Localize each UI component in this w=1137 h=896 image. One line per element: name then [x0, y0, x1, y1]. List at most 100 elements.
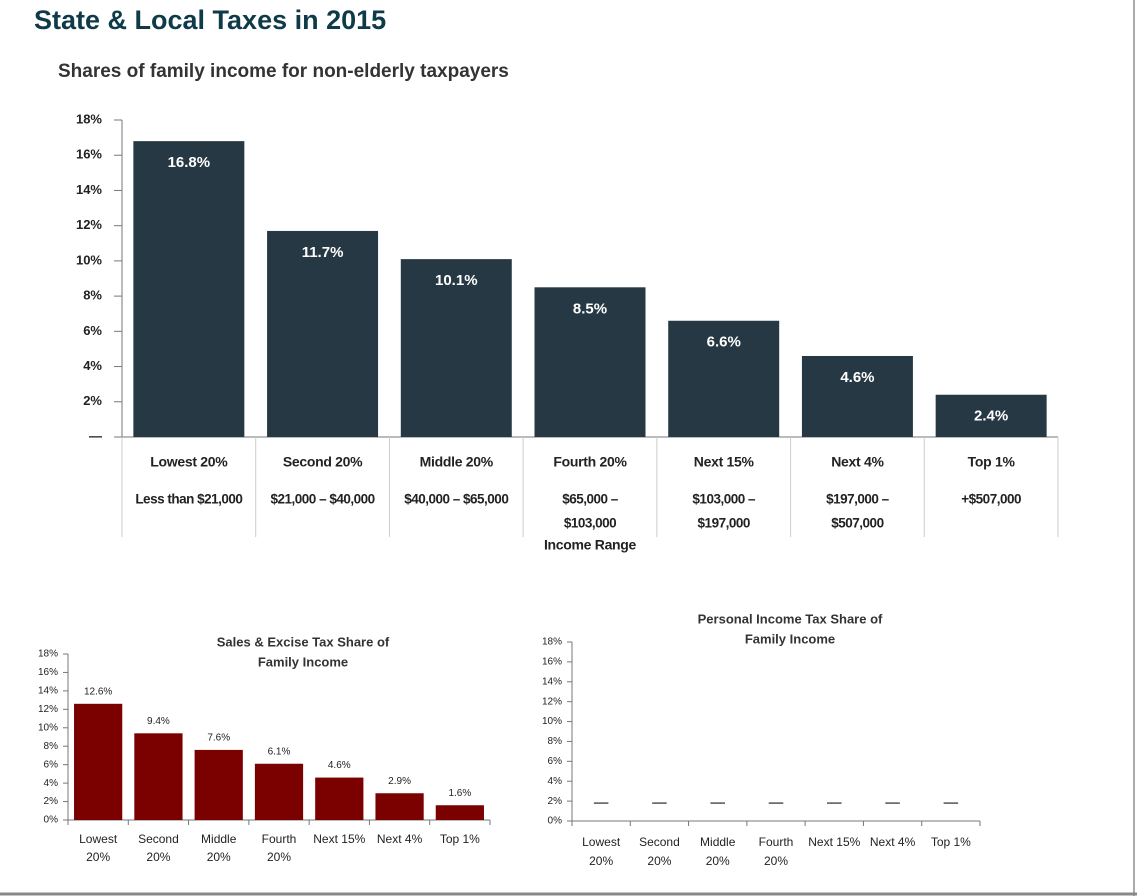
y-tick-label: 10%	[38, 722, 58, 733]
bar	[801, 355, 913, 437]
x-axis-label: Income Range	[544, 537, 637, 553]
y-tick-label: 8%	[548, 736, 563, 747]
x-tick-label: 20%	[267, 850, 291, 864]
value-label: 7.6%	[207, 733, 230, 744]
income-range: Less than $21,000	[135, 492, 242, 507]
x-tick-label: Fourth 20%	[553, 454, 627, 470]
y-tick-label: 12%	[76, 217, 102, 232]
page-title: State & Local Taxes in 2015	[34, 5, 386, 35]
value-label: 1.6%	[448, 788, 471, 799]
bar	[315, 777, 364, 820]
x-tick-label: 20%	[86, 850, 110, 864]
bar	[375, 793, 424, 820]
bar	[400, 259, 512, 437]
income-range: $197,000 –	[826, 492, 890, 507]
x-tick-label: 20%	[647, 854, 671, 868]
bar	[534, 287, 646, 437]
y-tick-label: 0%	[44, 815, 59, 826]
y-tick-label: 12%	[542, 696, 562, 707]
y-tick-label: —	[89, 428, 102, 443]
y-tick-label: 14%	[76, 182, 102, 197]
y-tick-label: 4%	[44, 778, 59, 789]
x-tick-label: Next 15%	[313, 832, 365, 846]
bar	[194, 749, 243, 820]
bar	[74, 703, 123, 820]
chart-title: Sales & Excise Tax Share of	[217, 634, 390, 649]
value-label: 2.9%	[388, 776, 411, 787]
income-range: $197,000	[698, 516, 750, 531]
x-tick-label: Middle 20%	[420, 454, 494, 470]
bar	[254, 763, 304, 820]
value-label: 6.1%	[268, 746, 291, 757]
y-tick-label: 10%	[76, 252, 102, 267]
x-tick-label: 20%	[207, 850, 231, 864]
bar	[668, 320, 780, 437]
value-label: 4.6%	[840, 369, 874, 386]
value-label: 10.1%	[435, 272, 478, 289]
y-tick-label: 16%	[542, 657, 562, 668]
value-label: 8.5%	[573, 300, 607, 317]
x-tick-label: Fourth	[262, 832, 297, 846]
y-tick-label: 8%	[44, 741, 59, 752]
y-tick-label: 2%	[548, 796, 563, 807]
value-label: 11.7%	[302, 244, 344, 261]
bar	[133, 141, 245, 437]
value-label: 2.4%	[974, 408, 1008, 425]
income-range: +$507,000	[961, 492, 1021, 507]
y-tick-label: 14%	[542, 676, 562, 687]
value-label: 16.8%	[168, 154, 211, 171]
x-tick-label: 20%	[706, 854, 730, 868]
value-label: 9.4%	[147, 716, 170, 727]
income-range: $103,000	[564, 516, 616, 531]
x-tick-label: Second	[138, 832, 179, 846]
bar	[435, 805, 484, 820]
y-tick-label: 16%	[38, 667, 58, 678]
x-tick-label: Lowest	[582, 835, 621, 849]
y-tick-label: 16%	[76, 147, 102, 162]
x-tick-label: Next 4%	[870, 835, 916, 849]
bar	[134, 733, 183, 820]
income-range: $65,000 –	[562, 492, 619, 507]
y-tick-label: 12%	[38, 704, 58, 715]
income-range: $103,000 –	[692, 492, 756, 507]
x-tick-label: Next 4%	[377, 832, 423, 846]
x-tick-label: Fourth	[759, 835, 794, 849]
y-tick-label: 18%	[38, 649, 58, 660]
bar	[935, 394, 1047, 437]
x-tick-label: Lowest	[79, 832, 118, 846]
income-range: $507,000	[831, 516, 883, 531]
y-tick-label: 14%	[38, 686, 58, 697]
y-tick-label: 18%	[76, 111, 102, 126]
y-tick-label: 6%	[44, 759, 59, 770]
x-tick-label: Next 4%	[831, 454, 884, 470]
income-range: $21,000 – $40,000	[271, 492, 375, 507]
y-tick-label: 0%	[548, 816, 563, 827]
x-tick-label: 20%	[146, 850, 170, 864]
y-tick-label: 2%	[44, 796, 59, 807]
value-label: 6.6%	[707, 334, 741, 351]
x-tick-label: Next 15%	[694, 454, 755, 470]
value-label: 4.6%	[328, 760, 351, 771]
y-tick-label: 4%	[548, 776, 563, 787]
income-range: $40,000 – $65,000	[404, 492, 508, 507]
x-tick-label: Middle	[700, 835, 736, 849]
x-tick-label: 20%	[589, 854, 613, 868]
x-tick-label: Top 1%	[440, 832, 480, 846]
x-tick-label: Next 15%	[808, 835, 860, 849]
y-tick-label: 8%	[83, 288, 102, 303]
chart-title: Personal Income Tax Share of	[698, 611, 883, 626]
bar	[267, 230, 379, 437]
x-tick-label: Lowest 20%	[150, 454, 228, 470]
y-tick-label: 4%	[83, 358, 102, 373]
y-tick-label: 18%	[542, 637, 562, 648]
chart-title: Shares of family income for non-elderly …	[58, 61, 509, 82]
chart-title: Family Income	[258, 654, 348, 669]
x-tick-label: Top 1%	[931, 835, 971, 849]
y-tick-label: 6%	[548, 756, 563, 767]
chart-title: Family Income	[745, 631, 835, 646]
x-tick-label: Top 1%	[968, 454, 1016, 470]
y-tick-label: 10%	[542, 716, 562, 727]
value-label: 12.6%	[84, 686, 112, 697]
x-tick-label: Second 20%	[283, 454, 363, 470]
